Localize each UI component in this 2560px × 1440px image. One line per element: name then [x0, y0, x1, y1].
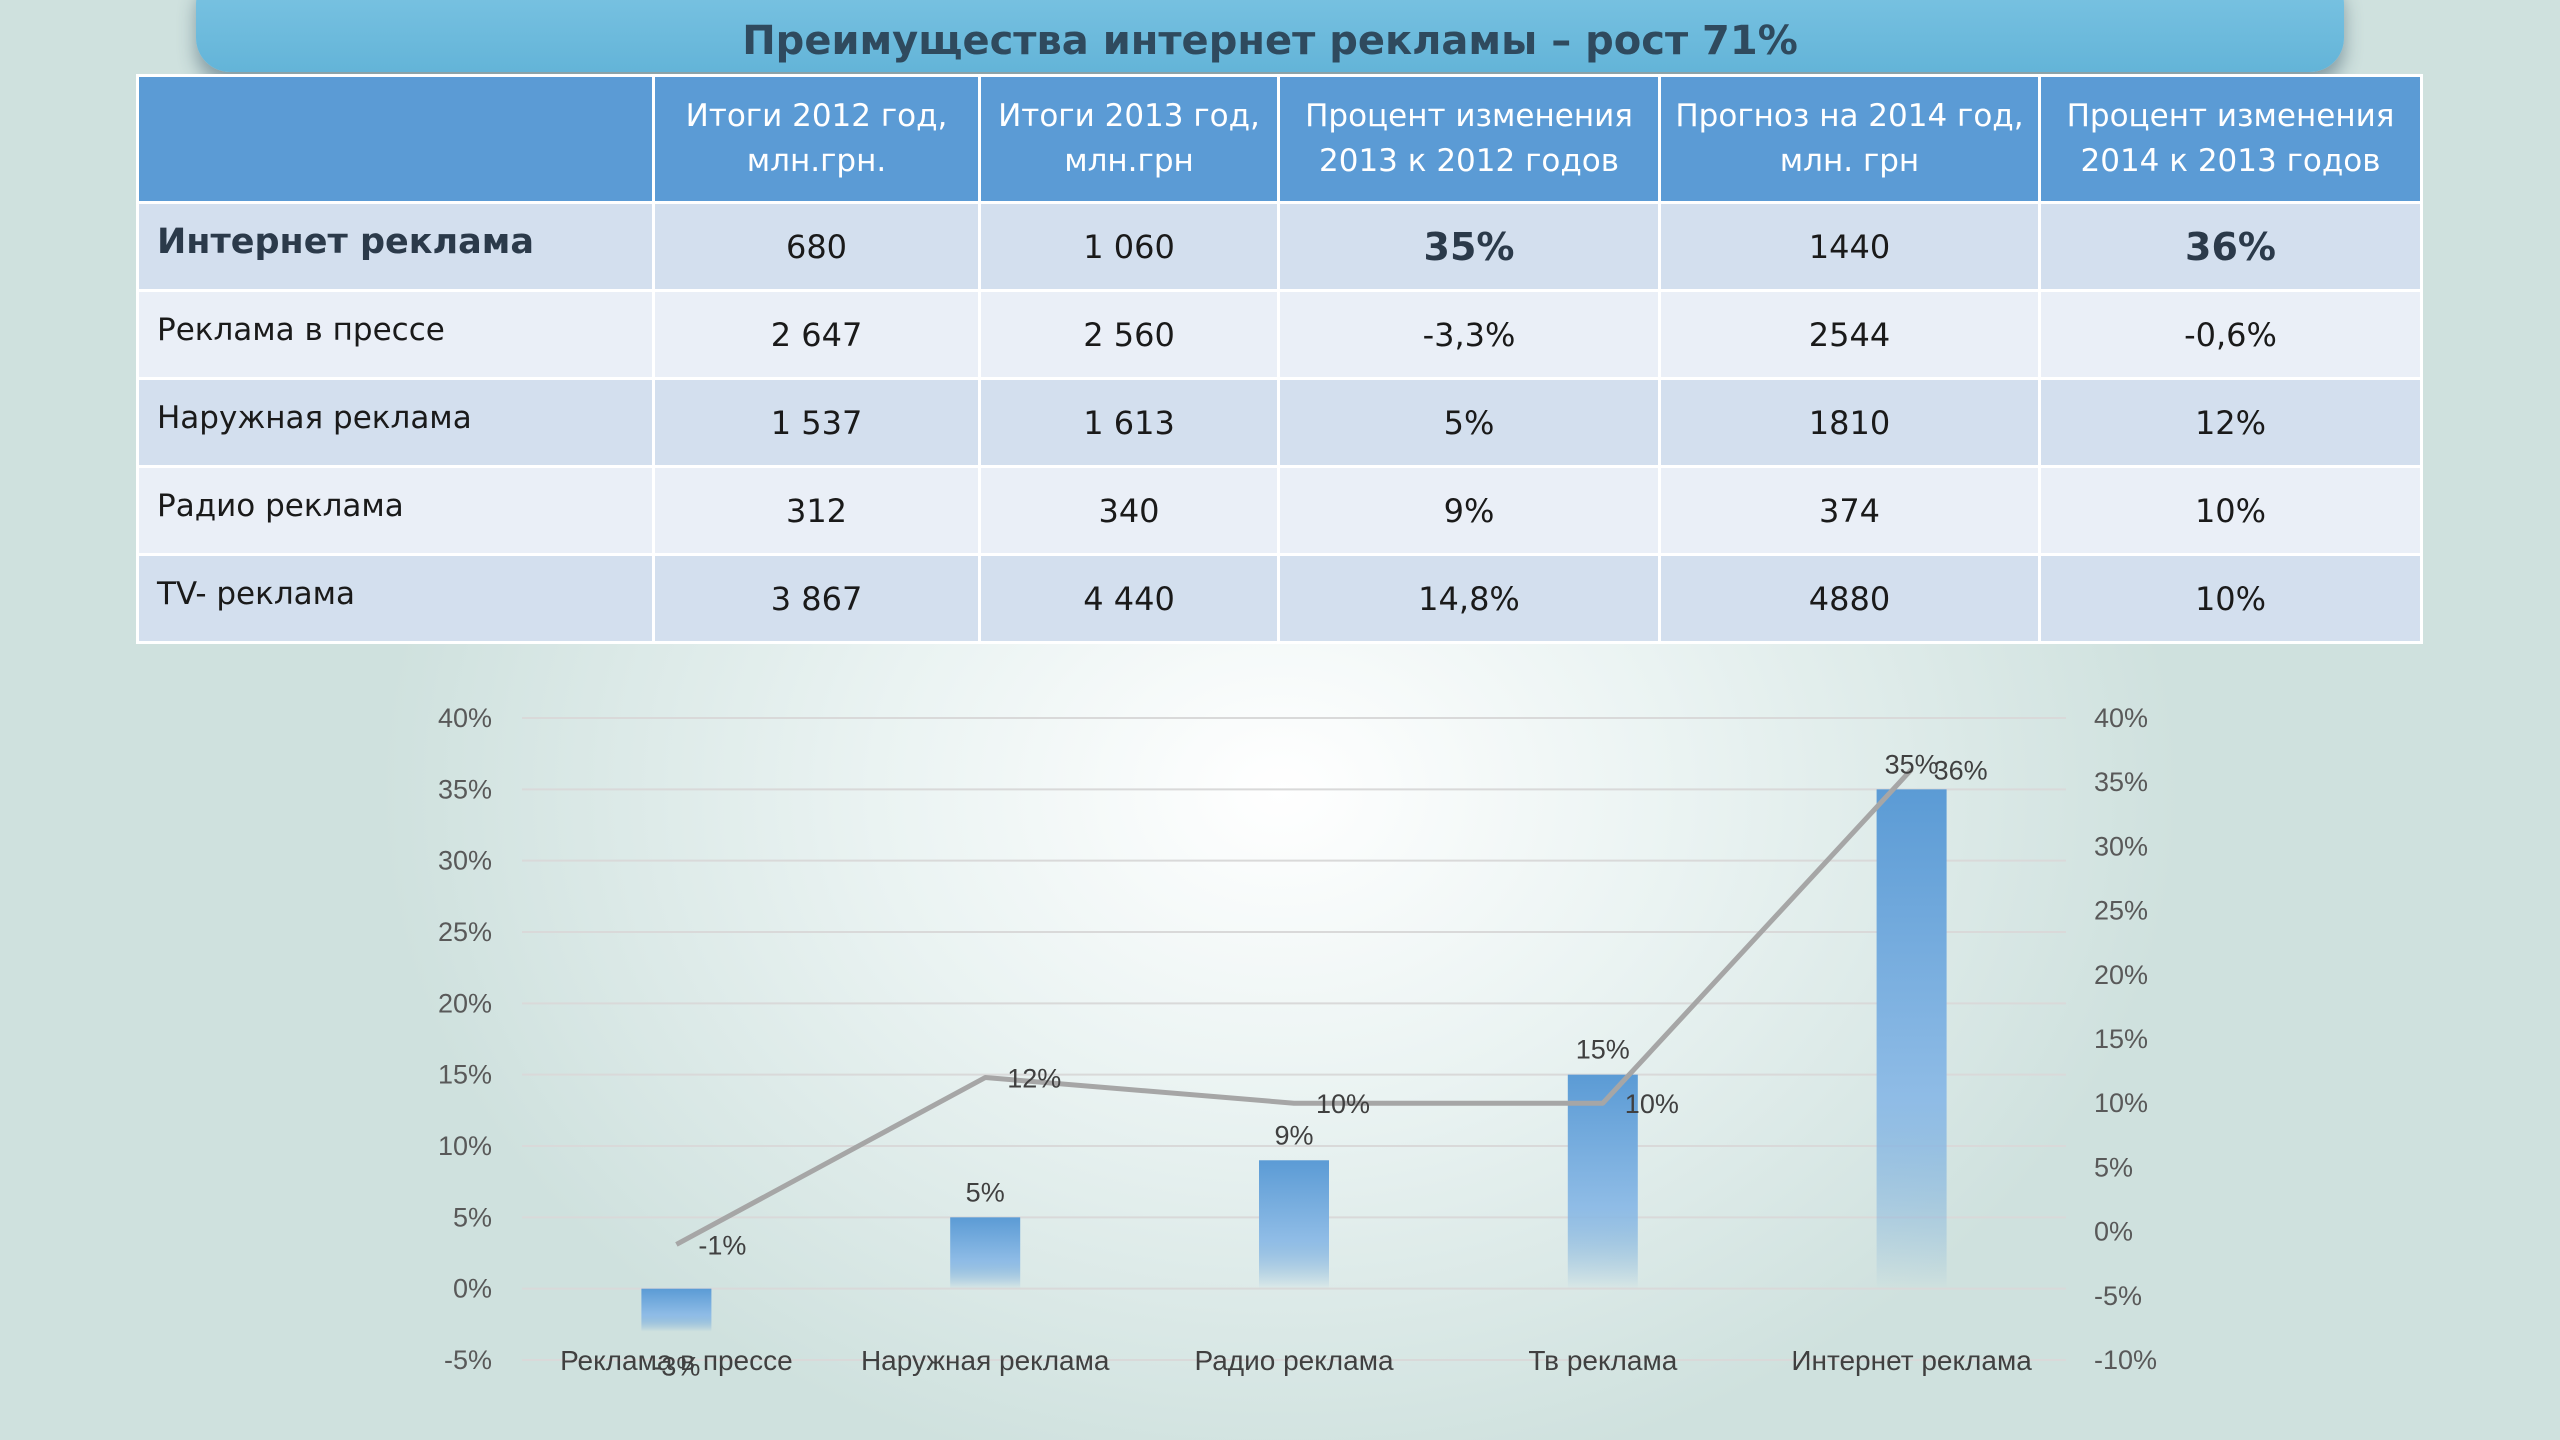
left-axis-tick-label: -5%	[444, 1345, 492, 1375]
table-header-cell: Итоги 2013 год, млн.грн	[978, 74, 1280, 204]
table-cell: 680	[652, 201, 981, 292]
right-axis-tick-label: 40%	[2094, 703, 2148, 733]
left-axis-tick-label: 35%	[438, 774, 492, 804]
left-axis-tick-label: 0%	[453, 1274, 492, 1304]
table-cell: 2544	[1658, 289, 2041, 380]
table-header-cell: Итоги 2012 год, млн.грн.	[652, 74, 981, 204]
table-cell: 1 060	[978, 201, 1280, 292]
table-row: Реклама в прессе 2 647 2 560 -3,3% 2544 …	[136, 289, 2423, 380]
table-row: TV- реклама 3 867 4 440 14,8% 4880 10%	[136, 553, 2423, 644]
title-banner: Преимущества интернет рекламы – рост 71%	[196, 0, 2344, 72]
bar-data-label: 9%	[1274, 1120, 1313, 1150]
line-data-label: 12%	[1007, 1064, 1061, 1094]
right-axis-tick-label: 35%	[2094, 767, 2148, 797]
bar-series	[641, 789, 1947, 1332]
table-header-cell: Процент изменения 2013 к 2012 годов	[1277, 74, 1661, 204]
row-label: TV- реклама	[136, 553, 655, 644]
line-data-label: -1%	[698, 1230, 746, 1260]
table-cell: 14,8%	[1277, 553, 1661, 644]
table-row: Наружная реклама 1 537 1 613 5% 1810 12%	[136, 377, 2423, 468]
table-cell: 312	[652, 465, 981, 556]
page-title: Преимущества интернет рекламы – рост 71%	[742, 18, 1798, 64]
axes: -5% 0% 5% 10% 15% 20% 25% 30% 35% 40% -10% -5% 0% 5% 1…	[438, 703, 2157, 1376]
table-cell: 1810	[1658, 377, 2041, 468]
line-series	[675, 767, 1914, 1247]
table-cell: 3 867	[652, 553, 981, 644]
table-cell: 2 560	[978, 289, 1280, 380]
category-label: Реклама в прессе	[560, 1345, 793, 1376]
table-cell: 1440	[1658, 201, 2041, 292]
right-axis-tick-label: -10%	[2094, 1345, 2157, 1375]
data-labels: -3% 5% 9% 15% 35% -1% 12% 10% 10% 36%	[652, 749, 1987, 1381]
table-cell: 340	[978, 465, 1280, 556]
table-cell: 4 440	[978, 553, 1280, 644]
left-axis-tick-label: 40%	[438, 703, 492, 733]
right-axis-tick-label: 20%	[2094, 960, 2148, 990]
table-cell: 374	[1658, 465, 2041, 556]
data-table: Итоги 2012 год, млн.грн. Итоги 2013 год,…	[136, 74, 2423, 644]
table-header-cell: Процент изменения 2014 к 2013 годов	[2038, 74, 2423, 204]
bar	[950, 1217, 1021, 1289]
table-cell: 4880	[1658, 553, 2041, 644]
left-axis-tick-label: 25%	[438, 917, 492, 947]
table-cell: 36%	[2038, 201, 2423, 292]
right-axis-tick-label: -5%	[2094, 1281, 2142, 1311]
category-label: Радио реклама	[1194, 1345, 1394, 1376]
category-label: Интернет реклама	[1791, 1345, 2032, 1376]
table-cell: 1 537	[652, 377, 981, 468]
row-label: Реклама в прессе	[136, 289, 655, 380]
table-row: Радио реклама 312 340 9% 374 10%	[136, 465, 2423, 556]
bar	[1876, 789, 1947, 1289]
row-label: Радио реклама	[136, 465, 655, 556]
right-axis-tick-label: 5%	[2094, 1152, 2133, 1182]
table-cell: 10%	[2038, 465, 2423, 556]
right-axis-tick-label: 15%	[2094, 1024, 2148, 1054]
table-cell: 12%	[2038, 377, 2423, 468]
table-header-row: Итоги 2012 год, млн.грн. Итоги 2013 год,…	[136, 74, 2423, 204]
table-cell: 1 613	[978, 377, 1280, 468]
category-label: Тв реклама	[1528, 1345, 1677, 1376]
bar-data-label: 5%	[966, 1177, 1005, 1207]
left-axis-tick-label: 10%	[438, 1131, 492, 1161]
bar-data-label: 35%	[1885, 749, 1939, 779]
table-cell: 9%	[1277, 465, 1661, 556]
bar-data-label: 15%	[1576, 1035, 1630, 1065]
category-label: Наружная реклама	[861, 1345, 1110, 1376]
row-label: Интернет реклама	[136, 201, 655, 292]
right-axis-tick-label: 25%	[2094, 896, 2148, 926]
line-data-label: 36%	[1934, 755, 1988, 785]
bar	[641, 1288, 712, 1332]
right-axis-tick-label: 30%	[2094, 831, 2148, 861]
table-cell: 35%	[1277, 201, 1661, 292]
left-axis-tick-label: 30%	[438, 846, 492, 876]
right-axis-tick-label: 10%	[2094, 1088, 2148, 1118]
table-cell: -0,6%	[2038, 289, 2423, 380]
line-data-label: 10%	[1625, 1089, 1679, 1119]
line-data-label: 10%	[1316, 1089, 1370, 1119]
table-header-cell: Прогноз на 2014 год, млн. грн	[1658, 74, 2041, 204]
table-cell: -3,3%	[1277, 289, 1661, 380]
table-cell: 2 647	[652, 289, 981, 380]
table-cell: 10%	[2038, 553, 2423, 644]
bar	[1567, 1074, 1638, 1289]
bar	[1259, 1160, 1329, 1289]
left-axis-tick-label: 15%	[438, 1060, 492, 1090]
row-label: Наружная реклама	[136, 377, 655, 468]
left-axis-tick-label: 5%	[453, 1202, 492, 1232]
table-header-cell	[136, 74, 655, 204]
gridlines	[522, 717, 2066, 1361]
left-axis-tick-label: 20%	[438, 988, 492, 1018]
right-axis-tick-label: 0%	[2094, 1217, 2133, 1247]
table-cell: 5%	[1277, 377, 1661, 468]
table-row: Интернет реклама 680 1 060 35% 1440 36%	[136, 201, 2423, 292]
bar-data-label: -3%	[652, 1351, 700, 1381]
line-path	[675, 767, 1914, 1247]
